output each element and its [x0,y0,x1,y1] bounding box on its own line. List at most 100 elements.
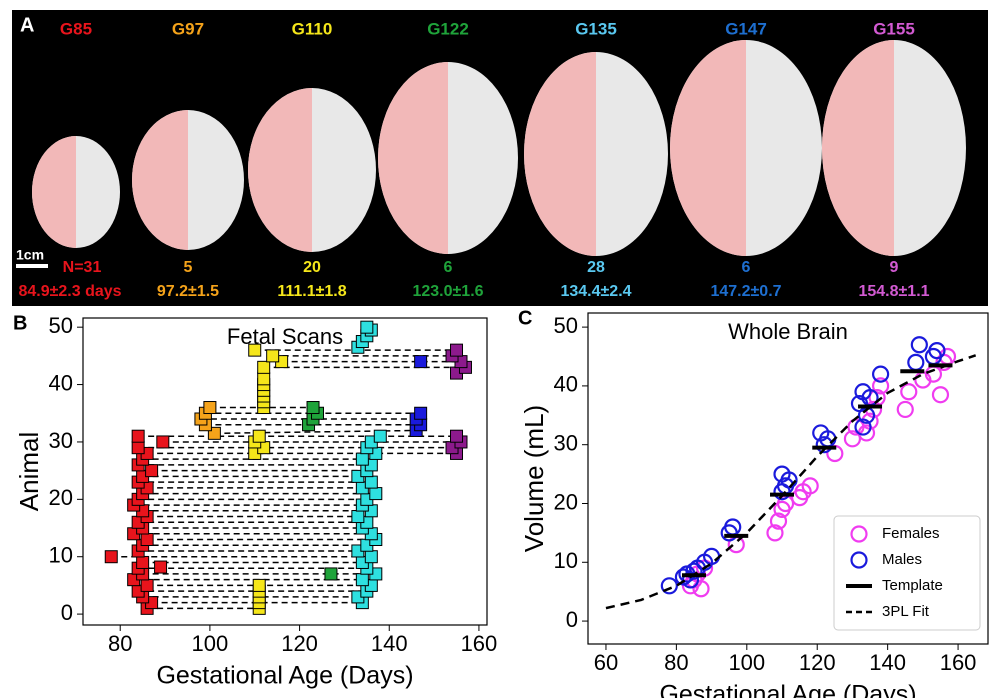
scan-point [252,429,266,443]
legend-label: Males [882,551,922,568]
scan-point [257,360,271,374]
scan-point [131,429,145,443]
group-label: G147 [725,19,767,38]
legend-swatch [850,551,868,569]
scan-point [266,349,280,363]
scan-point [355,452,369,466]
scan-point [414,406,428,420]
x-tick-label: 60 [594,650,618,675]
legend-label: 3PL Fit [882,603,930,620]
volume-point [692,580,710,598]
legend-label: Template [882,577,943,594]
scan-point [140,532,154,546]
x-tick-label: 100 [728,650,765,675]
group-label: G85 [60,19,92,38]
brain-half [378,62,448,254]
x-tick-label: 120 [281,631,318,656]
scan-point [257,372,271,386]
volume-point [773,465,791,483]
volume-point [928,342,946,360]
y-tick-label: 0 [566,607,578,632]
scan-point [104,550,118,564]
group-label: G155 [873,19,915,38]
fit-curve [605,354,977,610]
group-age: 111.1±1.8 [277,283,346,300]
volume-point [843,430,862,448]
scan-point [351,510,365,524]
scan-point [414,355,428,369]
y-axis-label: Animal [14,432,44,511]
panel-letter: C [518,307,532,329]
scan-point [360,320,374,334]
scan-point [450,429,464,443]
x-tick-label: 140 [869,650,906,675]
y-tick-label: 50 [49,313,73,338]
volume-point [907,353,925,371]
group-age: 134.4±2.4 [560,283,631,300]
y-tick-label: 40 [49,370,73,395]
panel-letter: B [13,312,27,334]
group-n: 6 [742,259,751,276]
chart-title: Whole Brain [728,319,848,344]
group-n: 5 [184,259,193,276]
volume-point [660,577,678,595]
x-axis-label: Gestational Age (Days) [659,681,916,698]
x-axis-label: Gestational Age (Days) [156,662,413,690]
volume-point [900,383,918,401]
y-tick-label: 0 [61,600,73,625]
scan-point [248,343,262,357]
panel-letter: A [20,14,34,36]
scan-point [131,441,145,455]
group-age: 154.8±1.1 [858,283,929,300]
plot-frame [587,312,989,645]
volume-point [931,386,950,404]
scan-point [252,578,266,592]
scan-point [203,401,217,415]
brain-half [32,136,76,248]
y-tick-label: 40 [554,372,578,397]
x-tick-label: 100 [192,631,229,656]
group-age: 147.2±0.7 [710,283,781,300]
x-tick-label: 120 [799,650,836,675]
scale-bar-label: 1cm [16,247,44,263]
scan-point [364,550,378,564]
group-n: 9 [890,259,899,276]
brain-half [248,88,312,252]
scan-point [140,578,154,592]
y-tick-label: 20 [49,485,73,510]
group-label: G110 [292,19,333,38]
y-tick-label: 30 [49,428,73,453]
scan-connector [214,429,417,435]
x-tick-label: 160 [940,650,977,675]
scan-point [156,435,170,449]
volume-point [910,336,928,354]
y-tick-label: 30 [554,431,578,456]
scan-point [145,464,159,478]
volume-point [766,524,784,542]
scan-point [306,401,320,415]
group-label: G97 [172,19,204,38]
legend-box [833,515,981,631]
volume-point [685,562,703,580]
scan-point [450,343,464,357]
volume-point [896,400,914,419]
group-n: 6 [444,259,453,276]
volume-point [801,477,819,495]
y-tick-label: 10 [49,543,73,568]
brain-half [822,40,894,256]
y-tick-label: 20 [554,489,578,514]
x-tick-label: 80 [108,631,132,656]
volume-point [854,418,872,436]
group-n: N=31 [63,259,102,276]
volume-point [769,512,788,530]
brain-half [524,52,596,256]
group-age: 97.2±1.5 [157,283,219,300]
y-axis-label: Volume (mL) [519,405,549,552]
volume-point [872,365,890,383]
scan-point [355,573,369,587]
y-tick-label: 10 [554,548,578,573]
y-tick-label: 50 [554,313,578,338]
group-label: G135 [575,19,617,38]
